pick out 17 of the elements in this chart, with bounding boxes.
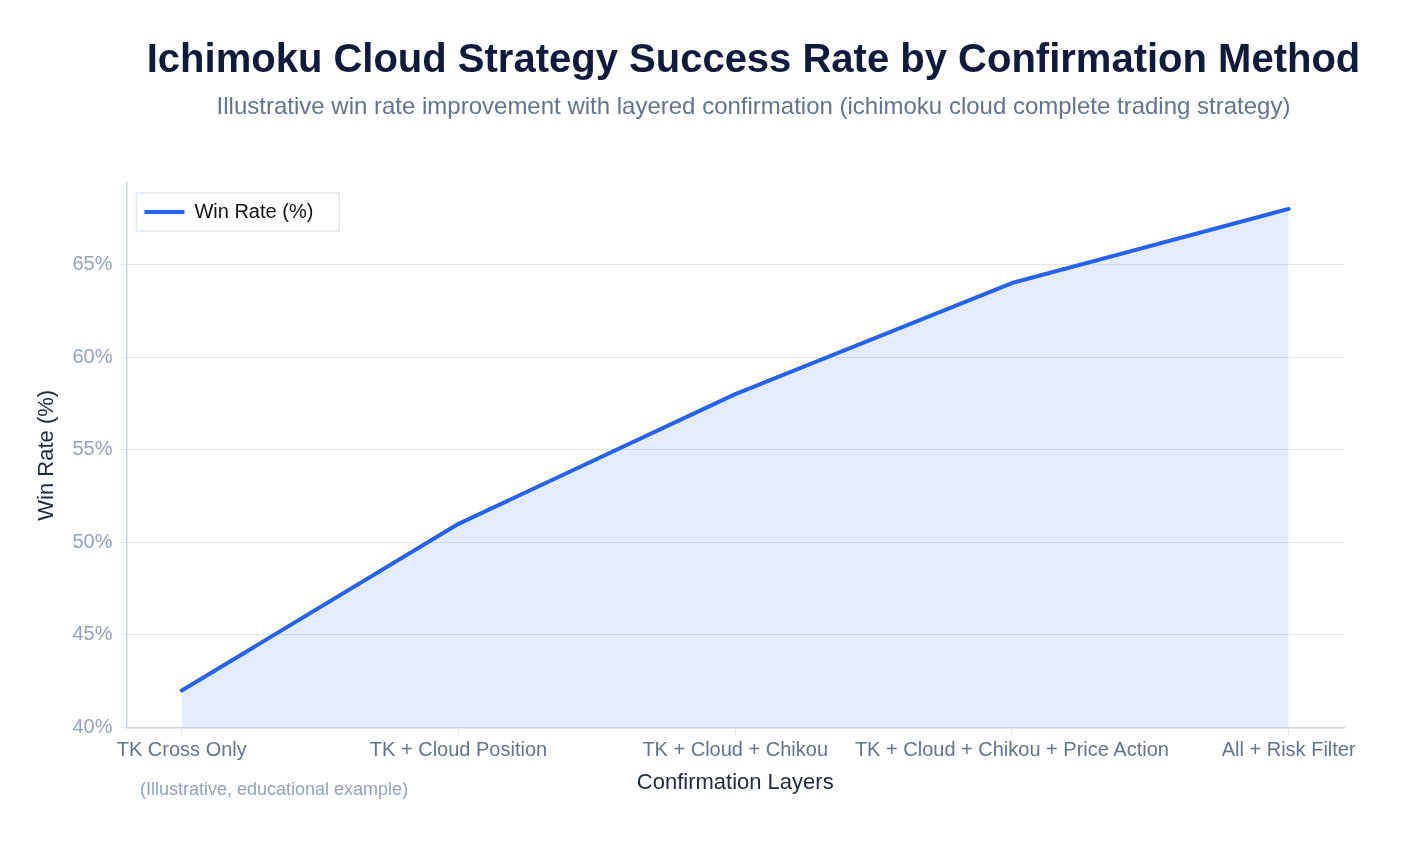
y-tick-label: 55% <box>72 437 113 460</box>
y-tick-label: 45% <box>72 622 113 645</box>
y-tick-label: 50% <box>72 529 113 552</box>
x-tick-label: TK + Cloud + Chikou + Price Action <box>854 738 1169 761</box>
y-tick-label: 65% <box>72 252 113 275</box>
legend-label: Win Rate (%) <box>194 199 314 222</box>
x-tick-label: TK + Cloud + Chikou <box>642 738 829 761</box>
x-tick-label: TK + Cloud Position <box>369 738 548 761</box>
chart-subtitle: Illustrative win rate improvement with layered confirmation (ichimoku cloud complete trading strategy) <box>215 92 1292 120</box>
y-tick-label: 60% <box>72 344 113 367</box>
y-tick-label: 40% <box>72 715 113 738</box>
y-axis-title: Win Rate (%) <box>33 389 59 521</box>
x-tick-label: TK Cross Only <box>116 738 247 761</box>
x-axis-title: Confirmation Layers <box>636 768 834 794</box>
text: (Illustrative, educational example) <box>140 779 409 800</box>
x-tick-label: All + Risk Filter <box>1221 738 1356 761</box>
chart-title: Ichimoku Cloud Strategy Success Rate by Confirmation Method <box>145 36 1362 81</box>
